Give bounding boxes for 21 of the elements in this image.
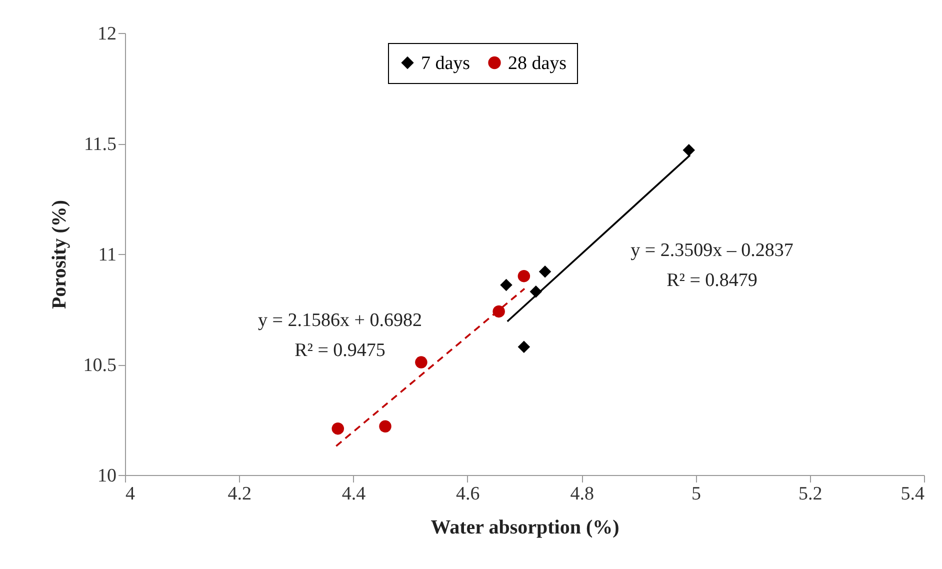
legend-label: 7 days [421,52,470,74]
x-tick-label: 5.2 [798,484,822,504]
legend-label: 28 days [508,52,567,74]
y-tick-label: 12 [98,24,116,44]
x-tick-label: 4.8 [570,484,594,504]
x-tick-label: 5.4 [900,484,925,504]
annotation: y = 2.1586x + 0.6982 [258,310,422,331]
annotation: y = 2.3509x – 0.2837 [630,240,794,261]
y-tick-label: 10 [98,466,116,486]
x-tick-label: 4 [126,484,136,504]
y-tick-label: 11 [98,244,116,266]
y-tick-label: 10.5 [83,355,116,376]
annotation: R² = 0.9475 [294,340,386,361]
x-tick-label: 5 [691,484,701,504]
x-tick-label: 4.6 [456,484,480,504]
y-axis-title: Porosity (%) [48,200,70,310]
x-tick-label: 4.2 [228,484,252,504]
x-tick-label: 4.4 [342,484,366,504]
annotation: R² = 0.8479 [666,270,758,291]
y-tick-label: 11.5 [84,134,116,155]
x-axis-title: Water absorption (%) [430,516,620,538]
